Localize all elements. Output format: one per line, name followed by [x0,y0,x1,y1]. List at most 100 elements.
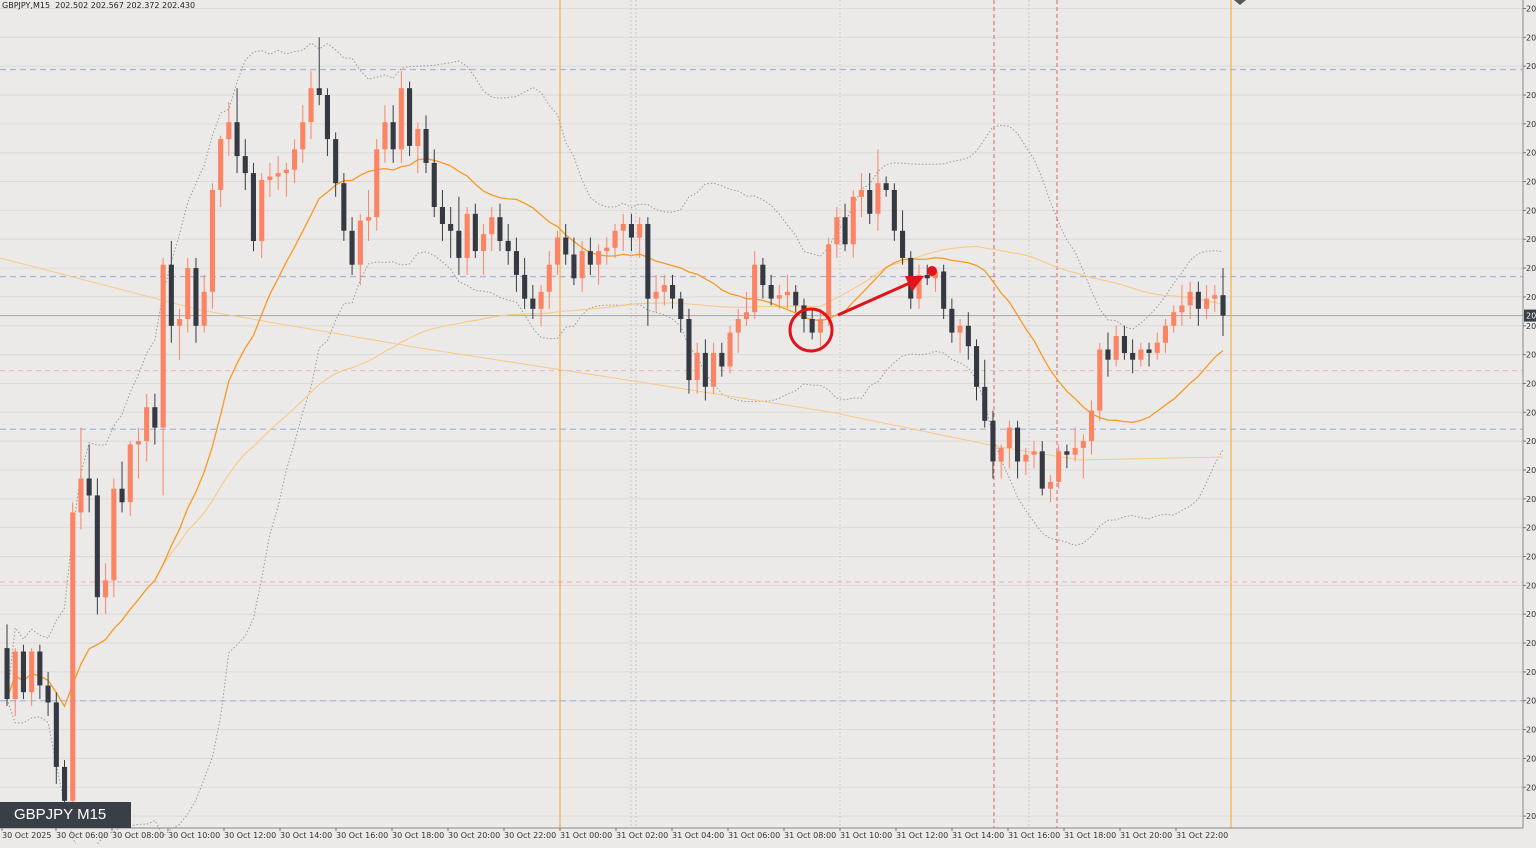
candle [916,264,922,309]
x-tick-label: 31 Oct 10:00 [840,831,892,840]
candle [1154,332,1160,360]
candle-body [374,149,380,218]
candle-body [546,264,552,292]
candle-body [801,305,807,319]
candle-body [398,88,404,150]
candle-body [990,420,996,462]
candle-body [596,251,602,265]
candle [1072,427,1078,462]
candle [1171,305,1177,333]
candle [612,223,618,258]
candle-body [1146,349,1152,353]
candle-body [209,190,215,292]
candle [1220,268,1226,336]
candle [1047,475,1053,503]
candle-body [998,447,1004,462]
candle-body [924,274,930,279]
y-tick-label: 203.250 [1526,33,1536,42]
x-tick-label: 30 Oct 14:00 [280,831,332,840]
candle [957,318,963,353]
candle [267,162,273,197]
candle [259,173,265,258]
candle [924,264,930,286]
y-tick-label: 201.125 [1526,754,1536,763]
candle-body [333,139,339,184]
x-tick-label: 31 Oct 06:00 [728,831,780,840]
candle-body [1212,295,1218,299]
candle [439,190,445,241]
y-tick-label: 200.955 [1526,812,1536,821]
chart-header: GBPJPY,M15 202.502 202.567 202.372 202.4… [2,1,195,10]
candle-body [571,254,577,279]
x-tick-label: 30 Oct 18:00 [392,831,444,840]
candle [1056,444,1062,489]
candle [678,291,684,333]
candle-body [932,271,938,279]
candle-body [201,291,207,326]
candle [628,213,634,252]
candle [858,173,864,218]
y-tick-label: 201.465 [1526,639,1536,648]
candle-body [719,352,725,367]
candle-body [768,285,774,299]
candle [415,122,421,174]
candle [333,132,339,197]
candle [135,427,141,479]
candle [316,37,322,106]
candle [785,274,791,309]
candle-body [37,651,43,686]
candle [522,257,528,309]
candle [768,274,774,306]
candle [776,285,782,309]
candle [234,88,240,174]
candle-body [1064,451,1070,455]
candle-body [349,230,355,265]
candle-body [620,224,626,231]
candle [817,308,823,347]
candle [20,644,26,700]
x-tick-label: 31 Oct 02:00 [616,831,668,840]
y-tick-label: 201.380 [1526,668,1536,677]
candle [448,207,454,258]
candle-body [752,264,758,313]
candle [711,342,717,394]
candle [103,563,109,615]
candle-body [259,179,265,241]
y-tick-label: 202.315 [1526,351,1536,360]
x-tick-label: 31 Oct 16:00 [1008,831,1060,840]
candle-body [530,298,536,309]
x-tick-label: 30 Oct 20:00 [448,831,500,840]
candle-body [735,319,741,333]
x-tick-label: 30 Oct 06:00 [56,831,108,840]
candle [801,298,807,333]
y-tick-label: 202.740 [1526,206,1536,215]
candle-body [1006,427,1012,448]
candle [111,478,117,598]
candle-body [308,88,314,123]
candle [982,359,988,428]
candle-body [858,190,864,197]
candle-body [366,217,372,221]
candle-body [727,332,733,367]
candle [604,237,610,265]
x-tick-label: 31 Oct 18:00 [1064,831,1116,840]
candle [152,393,158,445]
candle [702,339,708,401]
candle-body [103,580,109,598]
candle [596,244,602,286]
candle-body [612,230,618,248]
candle [70,502,76,812]
candle-body [160,264,166,428]
candle [324,88,330,157]
candle [850,190,856,258]
candle-body [423,129,429,163]
candle [489,207,495,252]
candle [119,461,125,513]
candle-body [86,478,92,496]
candle [1146,342,1152,367]
candle-body [415,129,421,146]
candle-body [127,444,133,503]
candle-body [275,173,281,177]
